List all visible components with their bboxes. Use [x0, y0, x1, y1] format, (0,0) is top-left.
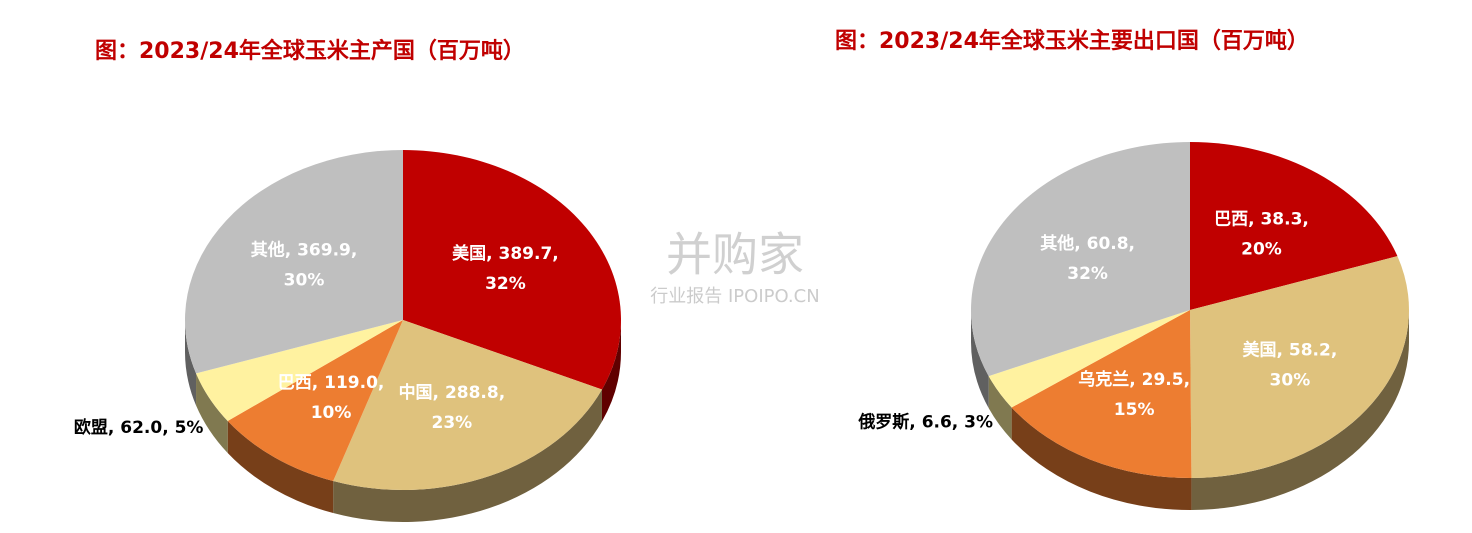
- slice-side: [1011, 407, 1192, 511]
- slice-side: [185, 320, 197, 406]
- data-label: 巴西, 38.3, 20%: [1214, 210, 1309, 260]
- watermark-sub: 行业报告 IPOIPO.CN: [650, 286, 819, 307]
- slice: [1190, 256, 1409, 478]
- slice: [403, 150, 622, 390]
- data-label: 巴西, 119.0, 10%: [278, 373, 385, 423]
- slice: [184, 150, 403, 374]
- slice: [971, 142, 1190, 377]
- data-label: 其他, 369.9, 30%: [251, 239, 358, 290]
- slice-side: [333, 389, 602, 522]
- data-label: 俄罗斯, 6.6, 3%: [857, 411, 993, 432]
- chart-title: 图：2023/24年全球玉米主要出口国（百万吨）: [835, 28, 1309, 54]
- slice-side: [601, 320, 621, 422]
- slice: [1011, 310, 1192, 478]
- data-label: 中国, 288.8, 23%: [399, 382, 506, 433]
- data-label: 美国, 58.2, 30%: [1243, 340, 1338, 391]
- slice-side: [971, 310, 989, 409]
- chart-title: 图：2023/24年全球玉米主产国（百万吨）: [95, 38, 525, 64]
- data-label: 乌克兰, 29.5, 15%: [1078, 369, 1190, 420]
- slice-side: [227, 421, 334, 514]
- charts: 美国, 389.7, 32% 中国, 288.8, 23% 巴西, 119.0, 10% 欧…: [74, 142, 1409, 522]
- data-label: 欧盟, 62.0, 5%: [74, 417, 204, 438]
- slice: [1190, 142, 1398, 310]
- slice-side: [988, 376, 1012, 440]
- slice: [988, 310, 1190, 408]
- slice-side: [196, 373, 228, 454]
- data-label: 其他, 60.8, 32%: [1040, 233, 1135, 284]
- watermark: 并购家: [666, 228, 804, 282]
- data-label: 美国, 389.7, 32%: [452, 243, 559, 294]
- slice: [227, 320, 403, 482]
- slice: [333, 320, 602, 490]
- slice-side: [1191, 310, 1409, 510]
- slice: [196, 320, 403, 422]
